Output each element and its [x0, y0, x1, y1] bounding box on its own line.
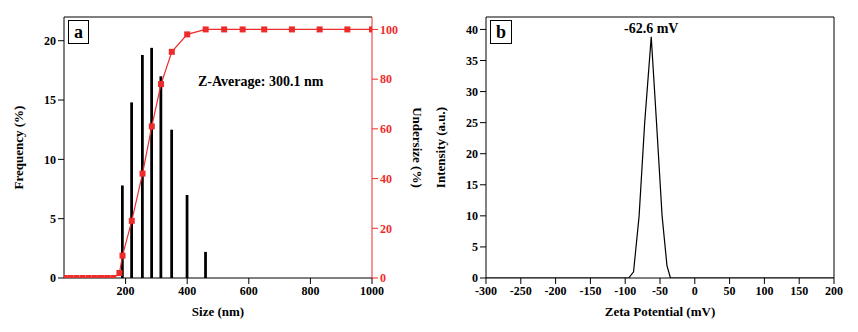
- svg-text:80: 80: [380, 72, 392, 86]
- svg-text:400: 400: [178, 284, 196, 298]
- svg-text:25: 25: [466, 116, 478, 130]
- svg-text:10: 10: [44, 153, 56, 167]
- svg-text:35: 35: [466, 54, 478, 68]
- svg-text:150: 150: [790, 284, 808, 298]
- svg-text:0: 0: [380, 271, 386, 285]
- svg-text:20: 20: [466, 147, 478, 161]
- svg-text:200: 200: [825, 284, 843, 298]
- svg-text:15: 15: [466, 178, 478, 192]
- svg-text:0: 0: [472, 271, 478, 285]
- svg-text:Zeta Potential (mV): Zeta Potential (mV): [605, 304, 715, 319]
- svg-text:-50: -50: [652, 284, 668, 298]
- svg-text:-100: -100: [614, 284, 636, 298]
- svg-text:0: 0: [692, 284, 698, 298]
- svg-text:30: 30: [466, 85, 478, 99]
- svg-text:800: 800: [301, 284, 319, 298]
- svg-text:0: 0: [50, 271, 56, 285]
- svg-text:10: 10: [466, 209, 478, 223]
- svg-text:200: 200: [117, 284, 135, 298]
- svg-text:60: 60: [380, 122, 392, 136]
- svg-text:-200: -200: [545, 284, 567, 298]
- svg-text:40: 40: [466, 23, 478, 37]
- svg-text:-300: -300: [475, 284, 497, 298]
- svg-text:5: 5: [50, 212, 56, 226]
- svg-text:100: 100: [755, 284, 773, 298]
- svg-text:-62.6 mV: -62.6 mV: [624, 21, 678, 36]
- svg-text:100: 100: [380, 23, 398, 37]
- svg-text:20: 20: [380, 222, 392, 236]
- svg-text:-250: -250: [510, 284, 532, 298]
- svg-text:-150: -150: [579, 284, 601, 298]
- html-text:a: a: [74, 22, 83, 42]
- svg-text:5: 5: [472, 240, 478, 254]
- svg-text:50: 50: [724, 284, 736, 298]
- svg-text:Intensity (a.u.): Intensity (a.u.): [433, 107, 448, 188]
- html-text:Z-Average: 300.1 nm: Z-Average: 300.1 nm: [198, 74, 324, 89]
- svg-text:Frequency (%): Frequency (%): [11, 106, 26, 190]
- svg-text:Size (nm): Size (nm): [192, 304, 244, 319]
- html-text:b: b: [496, 22, 506, 42]
- svg-text:Undersize (%): Undersize (%): [410, 107, 425, 188]
- svg-text:600: 600: [240, 284, 258, 298]
- svg-text:15: 15: [44, 93, 56, 107]
- svg-text:1000: 1000: [360, 284, 384, 298]
- svg-text:20: 20: [44, 34, 56, 48]
- svg-text:40: 40: [380, 172, 392, 186]
